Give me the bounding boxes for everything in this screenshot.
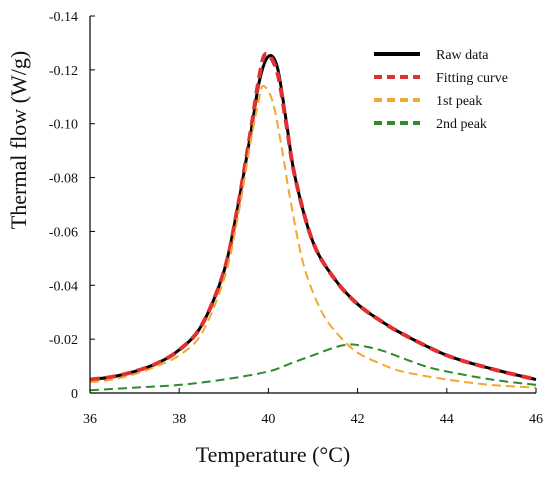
series-line-fitting-curve bbox=[89, 51, 537, 382]
y-tick-label: -0.08 bbox=[49, 172, 78, 187]
y-tick-label: -0.12 bbox=[49, 64, 78, 79]
series-line-2nd-peak bbox=[89, 343, 537, 392]
y-tick-label: 0 bbox=[71, 387, 78, 402]
x-tick-label: 38 bbox=[172, 412, 186, 427]
y-tick-label: -0.10 bbox=[49, 118, 78, 133]
y-tick-label: -0.06 bbox=[49, 225, 78, 240]
x-tick-label: 46 bbox=[529, 412, 543, 427]
x-tick-label: 40 bbox=[261, 412, 275, 427]
legend-label: Raw data bbox=[436, 48, 489, 63]
x-tick-label: 42 bbox=[351, 412, 365, 427]
y-tick-label: -0.02 bbox=[49, 333, 78, 348]
legend-label: Fitting curve bbox=[436, 71, 508, 86]
x-axis-title: Temperature (°C) bbox=[196, 442, 350, 467]
x-tick-label: 44 bbox=[440, 412, 454, 427]
legend-label: 2nd peak bbox=[436, 117, 487, 132]
legend: Raw data Fitting curve 1st peak 2nd peak bbox=[374, 48, 508, 132]
legend-label: 1st peak bbox=[436, 94, 482, 109]
y-axis-title: Thermal flow (W/g) bbox=[6, 51, 31, 229]
x-ticks: 36 38 40 42 44 46 bbox=[83, 388, 543, 427]
plot-lines bbox=[89, 51, 537, 392]
x-tick-label: 36 bbox=[83, 412, 97, 427]
y-ticks: 0 -0.02 -0.04 -0.06 -0.08 -0.10 -0.12 -0.14 bbox=[49, 10, 95, 402]
series-line-1st-peak bbox=[89, 84, 537, 389]
y-tick-label: -0.14 bbox=[49, 10, 78, 25]
y-tick-label: -0.04 bbox=[49, 279, 78, 294]
